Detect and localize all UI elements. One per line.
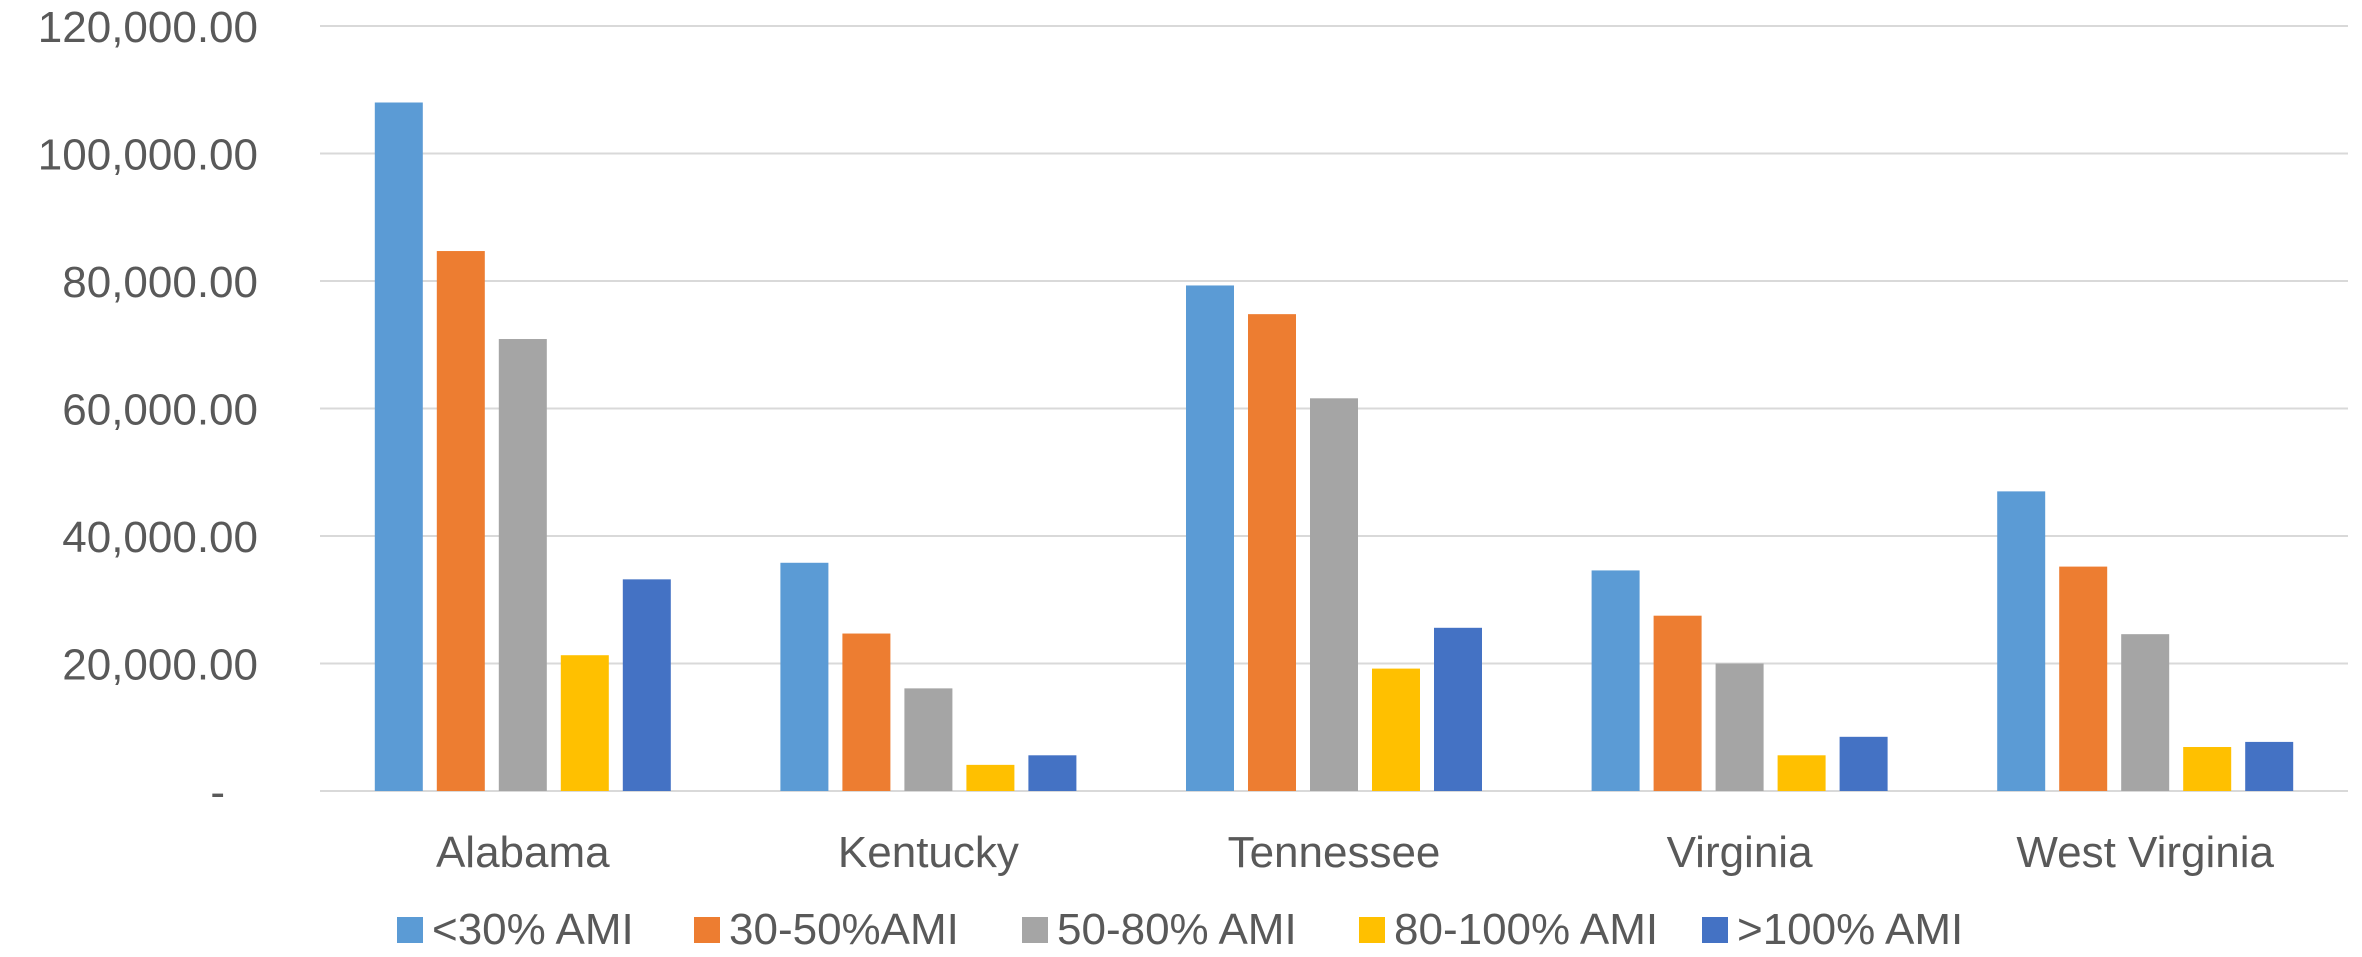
y-tick-label: 80,000.00	[62, 258, 258, 307]
bar	[2121, 634, 2170, 791]
bar	[1715, 663, 1764, 791]
bar	[842, 633, 891, 791]
legend-swatch	[397, 917, 423, 943]
bar	[1186, 285, 1234, 791]
bar	[1434, 627, 1482, 791]
bar	[904, 688, 953, 791]
bars	[374, 102, 2294, 792]
legend-label: >100% AMI	[1737, 905, 1963, 954]
bar	[1777, 755, 1826, 791]
legend-item: >100% AMI	[1702, 905, 1963, 954]
bar	[2245, 741, 2294, 791]
x-category-label: Kentucky	[838, 828, 1019, 877]
legend-label: 50-80% AMI	[1057, 905, 1297, 954]
legend-label: 80-100% AMI	[1394, 905, 1658, 954]
bar	[780, 562, 829, 791]
bar	[1372, 668, 1420, 791]
legend-label: 30-50%AMI	[729, 905, 959, 954]
bar	[2183, 747, 2232, 791]
y-tick-label: 120,000.00	[38, 3, 258, 52]
legend-swatch	[1022, 917, 1048, 943]
y-tick-label: 40,000.00	[62, 513, 258, 562]
legend-item: 80-100% AMI	[1359, 905, 1658, 954]
y-tick-label: 100,000.00	[38, 131, 258, 180]
legend: <30% AMI 30-50%AMI 50-80% AMI 80-100% AMI >1…	[397, 905, 1963, 954]
x-category-label: Alabama	[436, 828, 610, 877]
bar	[1839, 736, 1888, 791]
bar	[2059, 566, 2108, 791]
y-tick-label: -	[210, 768, 225, 817]
x-axis-category-labels: Alabama Kentucky Tennessee Virginia West Vir…	[436, 828, 2275, 877]
legend-item: <30% AMI	[397, 905, 634, 954]
bar	[966, 764, 1015, 791]
y-tick-label: 60,000.00	[62, 386, 258, 435]
x-category-label: Virginia	[1667, 828, 1813, 877]
bar	[560, 655, 609, 791]
y-tick-label: 20,000.00	[62, 641, 258, 690]
bar	[1591, 570, 1640, 791]
bar	[1997, 491, 2046, 791]
legend-item: 30-50%AMI	[694, 905, 959, 954]
bar	[374, 102, 423, 791]
bar	[1248, 314, 1296, 791]
y-axis-tick-labels: - 20,000.00 40,000.00 60,000.00 80,000.00 100…	[38, 3, 258, 817]
bar	[436, 251, 485, 792]
bar	[1653, 615, 1702, 791]
legend-item: 50-80% AMI	[1022, 905, 1297, 954]
legend-swatch	[1702, 917, 1728, 943]
legend-swatch	[694, 917, 720, 943]
bar	[1310, 398, 1358, 791]
bar	[1028, 755, 1077, 791]
legend-swatch	[1359, 917, 1385, 943]
bar	[498, 339, 547, 791]
bar	[622, 579, 671, 791]
x-category-label: Tennessee	[1228, 828, 1441, 877]
x-category-label: West Virginia	[2016, 828, 2274, 877]
legend-label: <30% AMI	[432, 905, 634, 954]
